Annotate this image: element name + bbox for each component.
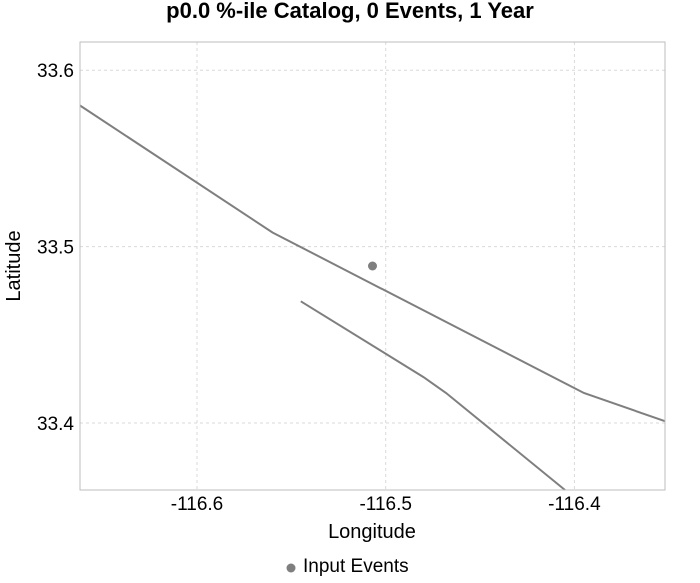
x-tick-label-2: -116.4 xyxy=(548,494,601,515)
grid xyxy=(80,42,665,490)
x-axis-label: Longitude xyxy=(328,521,416,543)
legend-marker-input-events xyxy=(286,563,296,573)
y-tick-label-2: 33.6 xyxy=(37,61,74,82)
legend-label-input-events: Input Events xyxy=(303,556,409,577)
x-tick-label-0: -116.6 xyxy=(171,494,223,515)
y-ticks: 33.4 33.5 33.6 xyxy=(37,61,74,435)
event-point-0-0 xyxy=(368,261,377,271)
chart-title: p0.0 %-ile Catalog, 0 Events, 1 Year xyxy=(166,0,534,23)
x-ticks: -116.6 -116.5 -116.4 xyxy=(171,494,601,515)
event-points xyxy=(368,261,377,271)
y-tick-label-0: 33.4 xyxy=(37,414,74,435)
y-tick-label-1: 33.5 xyxy=(37,238,74,259)
plot-frame xyxy=(79,41,666,491)
fault-traces xyxy=(79,104,666,491)
x-tick-label-1: -116.5 xyxy=(359,494,411,515)
legend: Input Events xyxy=(286,556,409,577)
y-axis-label: Latitude xyxy=(3,230,25,301)
fault-trace-0 xyxy=(79,104,666,423)
fault-trace-1 xyxy=(300,300,566,491)
